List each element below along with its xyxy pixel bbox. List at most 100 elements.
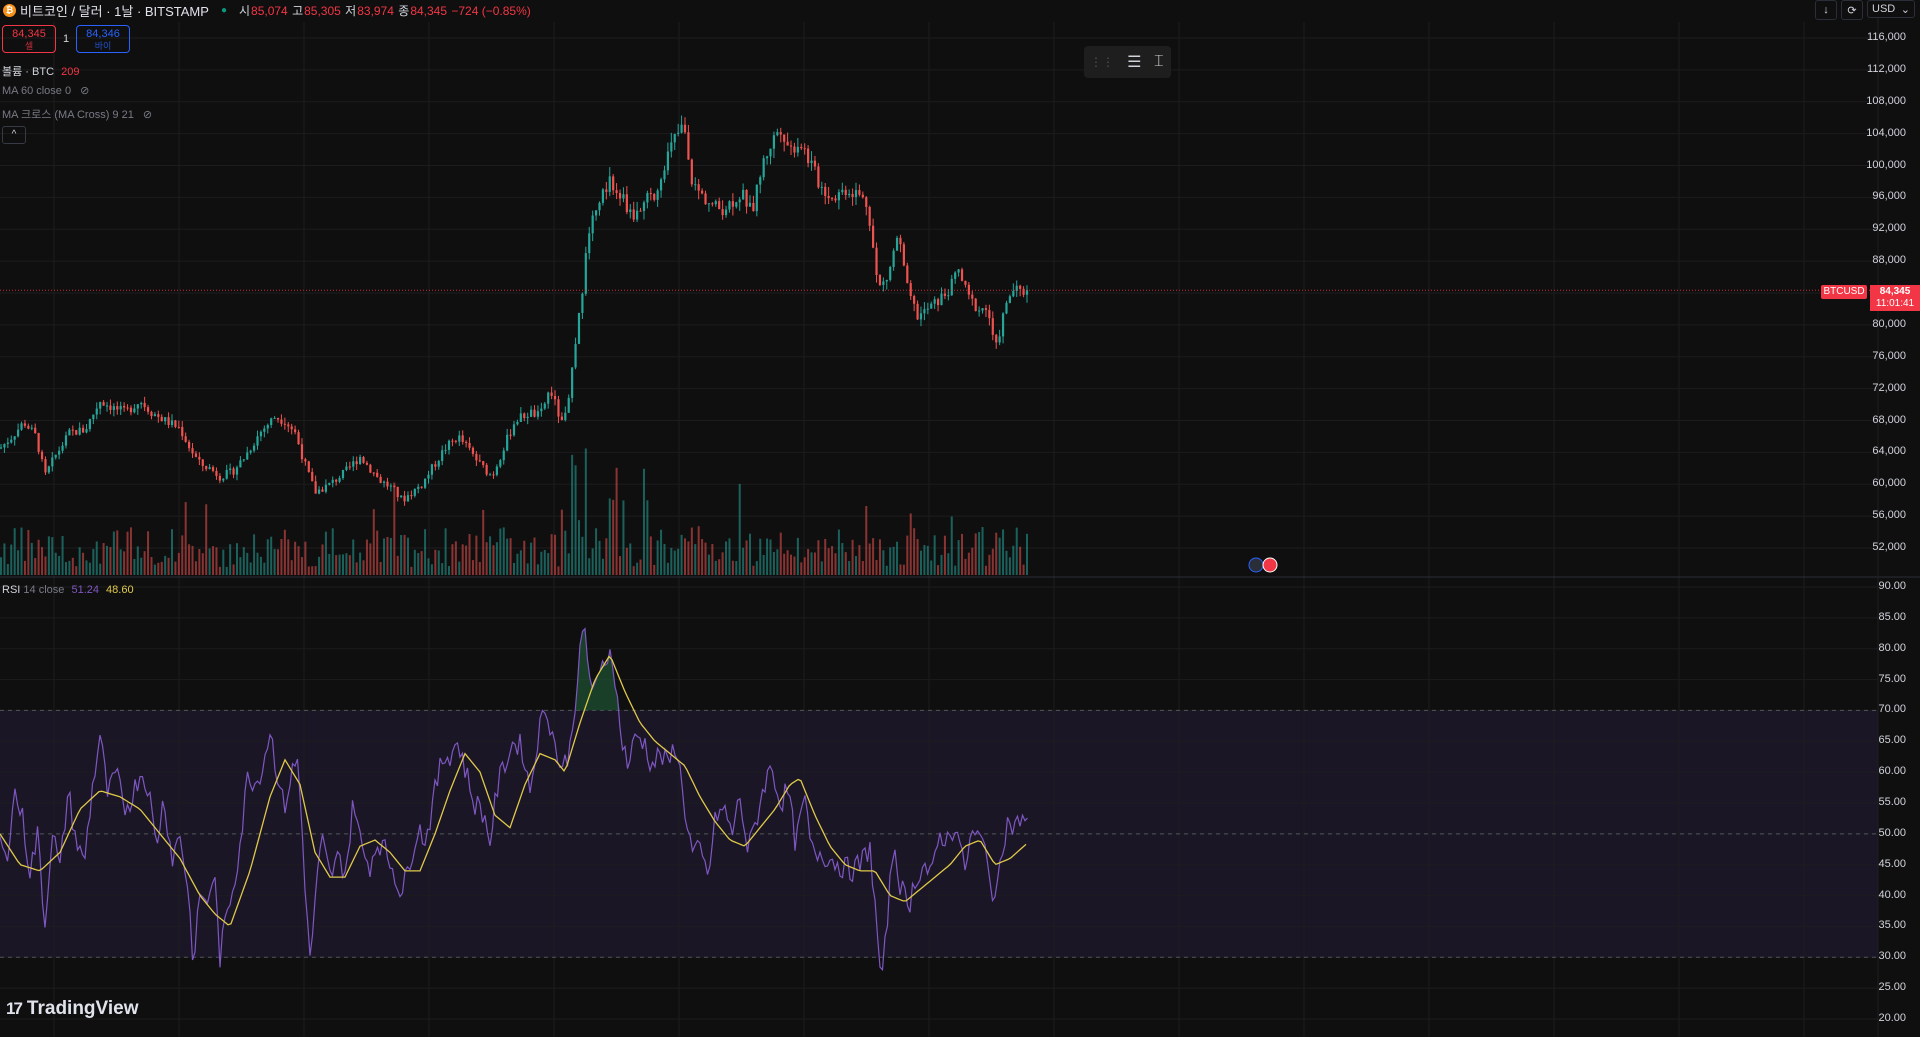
candle-body xyxy=(872,225,875,248)
rsi-ma-value: 48.60 xyxy=(106,584,134,596)
candle-body xyxy=(184,436,187,442)
volume-bar xyxy=(61,536,64,575)
volume-bar xyxy=(820,561,823,575)
volume-bar xyxy=(471,560,474,575)
volume-bar xyxy=(167,557,170,575)
candle-body xyxy=(133,408,136,413)
volume-bar xyxy=(619,556,622,575)
volume-bar xyxy=(557,566,560,575)
candle-body xyxy=(321,489,324,492)
tradingview-logo[interactable]: 17 TradingView xyxy=(6,998,139,1020)
candle-body xyxy=(752,202,755,212)
volume-bar xyxy=(803,557,806,575)
volume-bar xyxy=(3,543,6,575)
candle-body xyxy=(543,403,546,409)
volume-bar xyxy=(584,448,587,575)
candle-body xyxy=(547,392,550,404)
candle-body xyxy=(765,156,769,159)
rsi-tick-label: 60.00 xyxy=(1878,765,1906,778)
refresh-button[interactable]: ⟳ xyxy=(1841,0,1863,20)
candle-body xyxy=(256,436,259,446)
volume-bar xyxy=(554,534,557,575)
volume-bar xyxy=(485,542,488,575)
volume-bar xyxy=(75,566,78,575)
rsi-tick-label: 30.00 xyxy=(1878,950,1906,963)
candle-body xyxy=(759,177,762,185)
drag-handle-icon[interactable]: ⋮⋮ xyxy=(1090,55,1114,69)
candle-body xyxy=(954,272,957,279)
candle-body xyxy=(10,439,13,443)
candle-body xyxy=(783,134,786,142)
candle-body xyxy=(249,450,252,453)
candle-body xyxy=(533,409,536,417)
candle-body xyxy=(37,433,40,452)
volume-bar xyxy=(13,528,16,575)
buy-button[interactable]: 84,346 바이 xyxy=(76,25,130,53)
candle-body xyxy=(687,132,690,160)
rsi-legend[interactable]: RSI 14 close 51.24 48.60 xyxy=(2,584,134,596)
candle-body xyxy=(960,269,964,281)
candle-body xyxy=(78,427,81,435)
volume-bar xyxy=(547,553,550,575)
candle-body xyxy=(906,265,909,284)
candle-body xyxy=(434,464,437,467)
volume-bar xyxy=(646,500,649,575)
hidden-eye-icon[interactable]: ⊘ xyxy=(142,109,153,121)
volume-bar xyxy=(564,530,567,575)
volume-bar xyxy=(940,554,943,575)
candle-body xyxy=(957,269,960,273)
low-label: 저 xyxy=(345,3,357,18)
candle-body xyxy=(837,192,840,201)
candle-body xyxy=(239,460,242,468)
hidden-eye-icon[interactable]: ⊘ xyxy=(80,85,90,97)
volume-bar xyxy=(143,551,146,575)
sell-button[interactable]: 84,345 셀 xyxy=(2,25,56,53)
candle-body xyxy=(827,195,830,199)
price-tick-label: 88,000 xyxy=(1872,254,1906,267)
candle-body xyxy=(201,459,204,466)
candle-body xyxy=(629,209,632,213)
volume-bar xyxy=(636,562,639,575)
candle-body xyxy=(157,414,160,417)
volume-bar xyxy=(991,548,994,575)
volume-bar xyxy=(420,551,423,575)
candle-body xyxy=(588,233,591,254)
candle-body xyxy=(51,457,54,467)
candle-body xyxy=(615,190,618,193)
candle-body xyxy=(680,124,683,133)
candle-body xyxy=(625,194,628,213)
currency-select[interactable]: USD ⌄ xyxy=(1867,0,1915,18)
volume-bar xyxy=(116,530,119,575)
candle-body xyxy=(1025,290,1029,295)
candle-body xyxy=(536,411,540,417)
volume-bar xyxy=(150,556,153,575)
volume-bar xyxy=(509,538,512,575)
candle-body xyxy=(728,201,731,210)
object-tree-icon[interactable]: ☰ xyxy=(1127,54,1142,71)
symbol-title[interactable]: 비트코인 / 달러 · 1날 · BITSTAMP xyxy=(20,3,209,19)
ma-cross-legend[interactable]: MA 크로스 (MA Cross) 9 21 ⊘ xyxy=(2,106,152,122)
volume-legend[interactable]: 볼륨 · BTC 209 xyxy=(2,63,79,79)
volume-bar xyxy=(10,544,13,575)
candles-layer xyxy=(0,115,1029,506)
volume-bar xyxy=(68,560,71,575)
collapse-legend-button[interactable]: ^ xyxy=(2,126,26,144)
candle-body xyxy=(338,478,341,482)
scroll-to-latest-button[interactable]: ↓ xyxy=(1815,0,1837,20)
candle-body xyxy=(933,299,936,304)
volume-label: 볼륨 · BTC xyxy=(2,66,55,78)
volume-bar xyxy=(608,498,611,575)
candle-body xyxy=(246,452,249,460)
candle-body xyxy=(194,453,198,457)
symbol-header[interactable]: ₿ 비트코인 / 달러 · 1날 · BITSTAMP ● 시85,074 고8… xyxy=(0,0,532,20)
volume-bar xyxy=(294,541,297,575)
ma60-legend[interactable]: MA 60 close 0 ⊘ xyxy=(2,84,89,97)
measure-cursor-icon[interactable]: ⌶ xyxy=(1153,53,1164,70)
volume-bar xyxy=(88,562,91,575)
volume-bar xyxy=(283,529,286,575)
candle-body xyxy=(270,418,273,425)
volume-bar xyxy=(813,552,816,575)
candle-body xyxy=(964,280,967,285)
candle-body xyxy=(126,407,129,409)
